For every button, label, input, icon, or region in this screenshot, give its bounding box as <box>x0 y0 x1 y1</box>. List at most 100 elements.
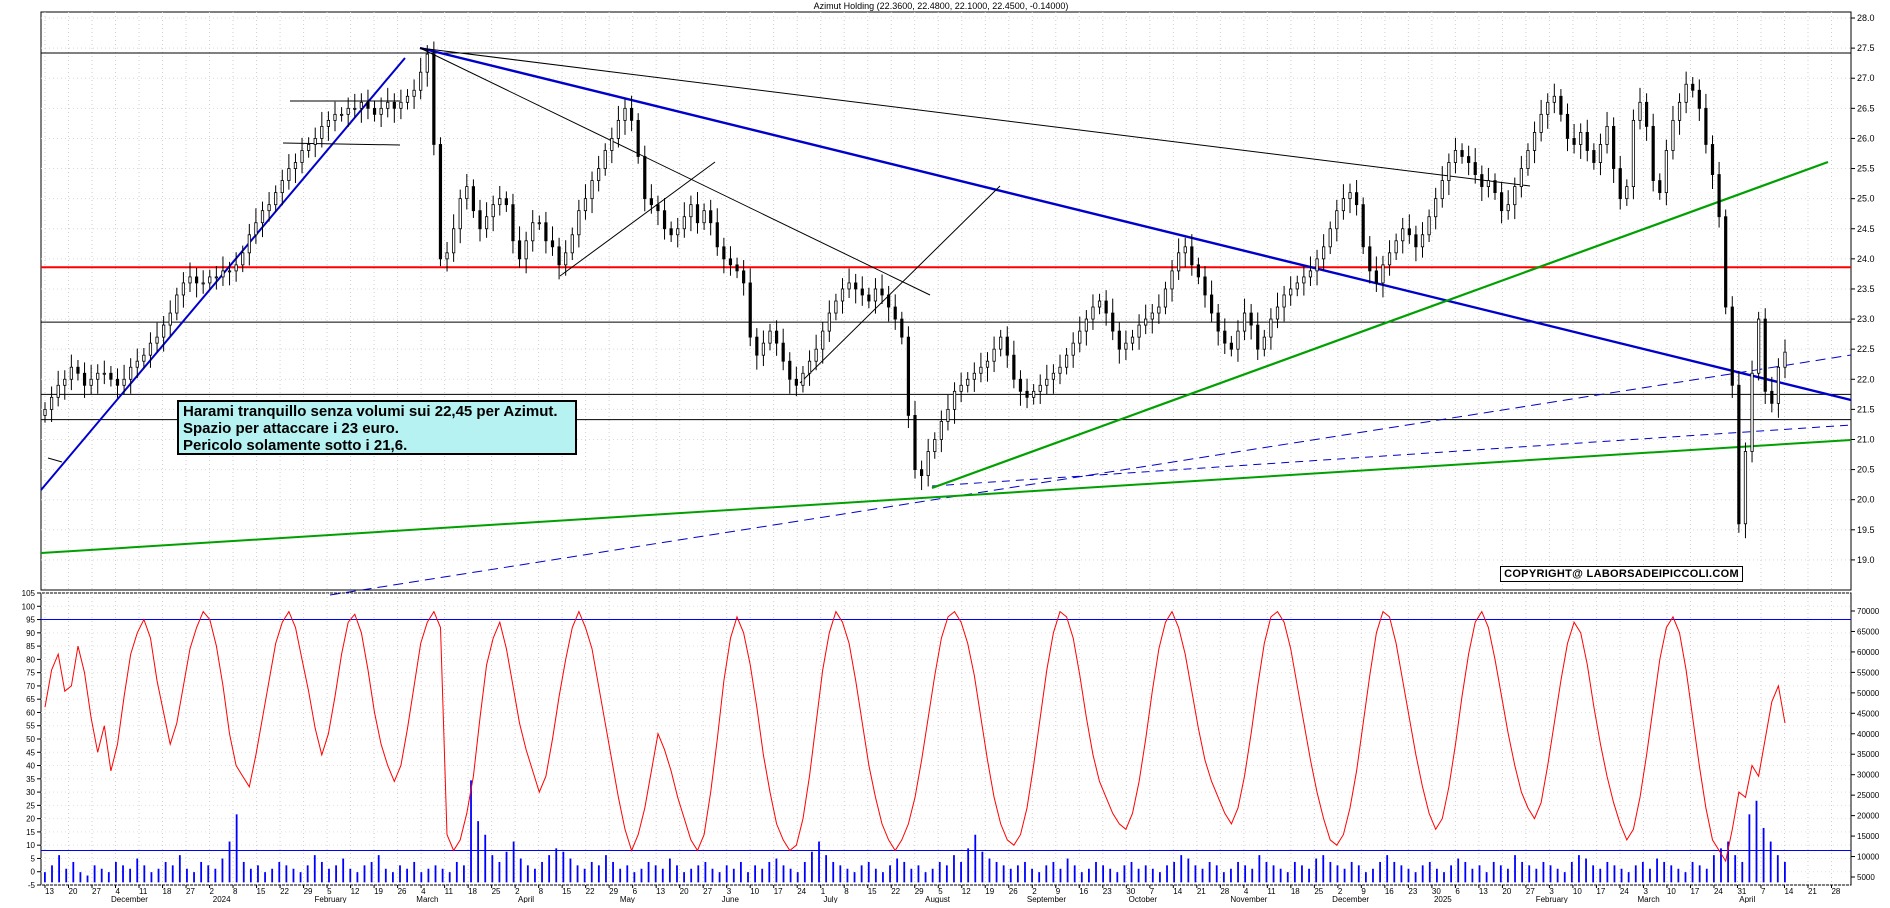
volume-bar <box>818 841 820 883</box>
indicator-left-tick-label: 80 <box>26 655 35 664</box>
candle-body <box>880 288 884 296</box>
volume-bar <box>363 865 366 883</box>
volume-bar <box>903 861 906 883</box>
volume-bar <box>1286 872 1289 883</box>
volume-bar <box>917 865 920 883</box>
indicator-left-tick-label: 100 <box>22 602 36 611</box>
volume-bar <box>597 865 600 883</box>
indicator-panel-frame <box>40 592 1852 886</box>
volume-bar <box>384 868 387 883</box>
candle-body <box>1763 318 1767 392</box>
candle-body <box>1058 366 1062 374</box>
candle-body <box>1631 119 1636 188</box>
volume-bar <box>825 855 828 883</box>
candle-body <box>1579 132 1583 145</box>
volume-bar <box>328 868 330 883</box>
indicator-left-tick-label: 30 <box>26 788 35 797</box>
candle-body <box>577 210 581 236</box>
volume-bar <box>1357 865 1360 883</box>
candle-body <box>135 360 139 368</box>
trendline <box>47 457 63 463</box>
volume-bar <box>1343 868 1346 883</box>
volume-bar <box>484 834 487 883</box>
candle-body <box>906 336 911 416</box>
candle-body <box>1532 132 1537 151</box>
candle-body <box>1236 330 1240 350</box>
candle-body <box>550 240 555 248</box>
volume-bar <box>761 868 764 883</box>
candle-body <box>458 198 462 230</box>
x-tick-label: 27 <box>186 887 195 896</box>
x-tick-label: 27 <box>92 887 101 896</box>
volume-bar <box>541 861 543 883</box>
candle-body <box>854 282 858 290</box>
volume-bar <box>1670 865 1673 883</box>
volume-bar <box>1151 868 1154 883</box>
x-tick-label: 30 <box>1432 887 1441 896</box>
candle-body <box>201 282 205 285</box>
candle-body <box>1084 318 1088 332</box>
candle-body <box>129 366 133 380</box>
x-tick-label: 5 <box>327 887 332 896</box>
x-tick-label: 12 <box>962 887 971 896</box>
volume-bar <box>178 855 181 883</box>
candle-body <box>1612 125 1616 169</box>
volume-bar <box>86 875 89 883</box>
volume-bar <box>924 872 927 883</box>
x-tick-label: 17 <box>774 887 783 896</box>
candle-body <box>82 372 87 386</box>
volume-bar <box>1428 861 1431 883</box>
candle-body <box>946 408 950 422</box>
volume-bar <box>1059 868 1062 883</box>
candle-body <box>1229 342 1233 350</box>
volume-bar <box>796 872 799 883</box>
candle-body <box>234 264 238 272</box>
x-month-label: April <box>518 895 534 903</box>
volume-bar <box>1784 861 1786 883</box>
x-month-label: 2025 <box>1434 895 1452 903</box>
volume-bar <box>1187 858 1190 883</box>
candle-body <box>1335 210 1339 230</box>
candle-body <box>1651 125 1655 181</box>
candle-body <box>603 150 607 169</box>
volume-bar <box>1641 861 1644 883</box>
price-y-tick-label: 27.5 <box>1857 43 1875 53</box>
volume-bar <box>1663 861 1666 883</box>
candle-body <box>1480 174 1484 188</box>
volume-bar <box>1443 872 1445 883</box>
volume-bar <box>704 861 707 883</box>
candle-body <box>89 378 93 386</box>
candle-body <box>590 180 594 200</box>
candle-body <box>109 372 113 380</box>
x-tick-label: 10 <box>1573 887 1582 896</box>
candle-body <box>366 101 370 109</box>
volume-bar <box>1130 861 1133 883</box>
candle-body <box>1625 186 1629 200</box>
candle-body <box>1565 113 1570 139</box>
x-tick-label: 15 <box>868 887 877 896</box>
volume-right-tick-label: 40000 <box>1857 730 1880 739</box>
volume-bar <box>448 872 451 883</box>
price-y-tick-label: 22.5 <box>1857 344 1875 354</box>
candle-body <box>1163 288 1168 308</box>
volume-bar <box>93 865 96 883</box>
volume-bar <box>967 848 970 883</box>
volume-bar <box>740 861 742 883</box>
x-month-label: April <box>1739 895 1755 903</box>
candle-body <box>399 101 403 109</box>
candle-body <box>1209 294 1214 314</box>
x-tick-label: 20 <box>69 887 78 896</box>
volume-bar <box>874 868 877 883</box>
x-month-label: November <box>1230 895 1267 903</box>
volume-bar <box>1592 865 1595 883</box>
candle-body <box>919 469 924 477</box>
volume-bar <box>1237 861 1239 883</box>
volume-bar <box>498 861 501 883</box>
volume-bar <box>242 861 245 883</box>
volume-bar <box>1542 861 1545 883</box>
x-tick-label: 21 <box>1197 887 1206 896</box>
indicator-left-tick-label: 5 <box>31 854 36 863</box>
candle-body <box>333 113 337 121</box>
volume-bar <box>1393 861 1396 883</box>
candle-body <box>1322 246 1326 260</box>
